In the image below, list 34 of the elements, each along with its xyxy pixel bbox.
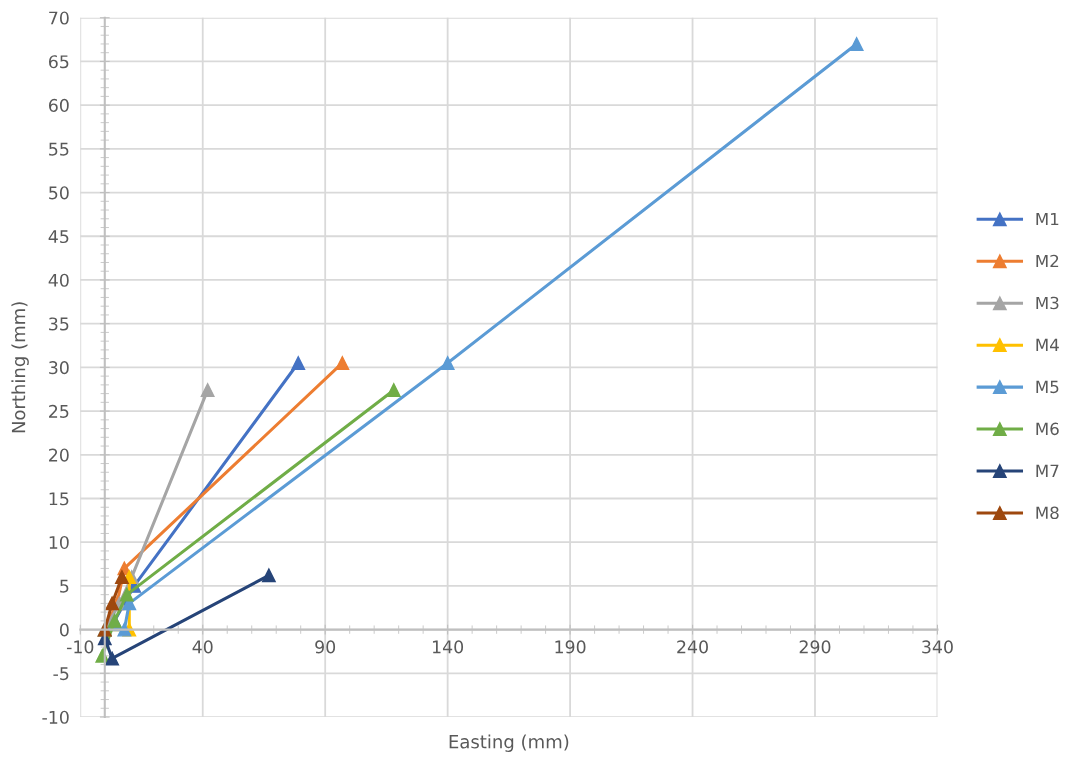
x-tick-label: 190 [555, 640, 586, 654]
y-tick-label: 10 [49, 535, 69, 550]
x-tick-label: 340 [922, 640, 953, 654]
legend-label: M8 [1036, 506, 1059, 520]
legend-label: M3 [1036, 296, 1059, 310]
legend-label: M6 [1036, 422, 1059, 436]
legend-label: M7 [1036, 464, 1059, 477]
x-tick-label: 240 [677, 640, 708, 654]
legend-label: M5 [1036, 380, 1059, 394]
legend-label: M4 [1036, 338, 1059, 351]
x-axis-title: Easting (mm) [449, 734, 569, 752]
legend-label: M2 [1036, 254, 1059, 268]
x-tick-label: 90 [315, 640, 336, 654]
y-tick-label: 70 [49, 11, 69, 25]
y-tick-label: 40 [48, 273, 69, 287]
y-tick-label: -5 [53, 667, 69, 681]
y-tick-label: 60 [48, 98, 69, 112]
legend-label: M1 [1036, 212, 1059, 226]
x-tick-label: 140 [432, 640, 464, 654]
x-tick-label: 40 [192, 640, 213, 654]
y-tick-label: 45 [48, 230, 69, 244]
y-tick-label: 35 [49, 317, 69, 331]
y-tick-label: 50 [49, 186, 69, 200]
y-tick-label: 0 [59, 623, 69, 637]
y-tick-label: 25 [49, 404, 69, 418]
y-tick-label: 65 [48, 55, 69, 69]
y-tick-label: 55 [49, 142, 69, 156]
x-tick-label: 290 [799, 640, 831, 654]
y-tick-label: 30 [49, 361, 69, 375]
y-tick-label: -10 [42, 710, 69, 724]
y-axis-title: Northing (mm) [11, 302, 29, 433]
y-tick-label: 20 [49, 448, 69, 462]
y-tick-label: 5 [60, 579, 69, 593]
y-tick-label: 15 [49, 492, 69, 506]
